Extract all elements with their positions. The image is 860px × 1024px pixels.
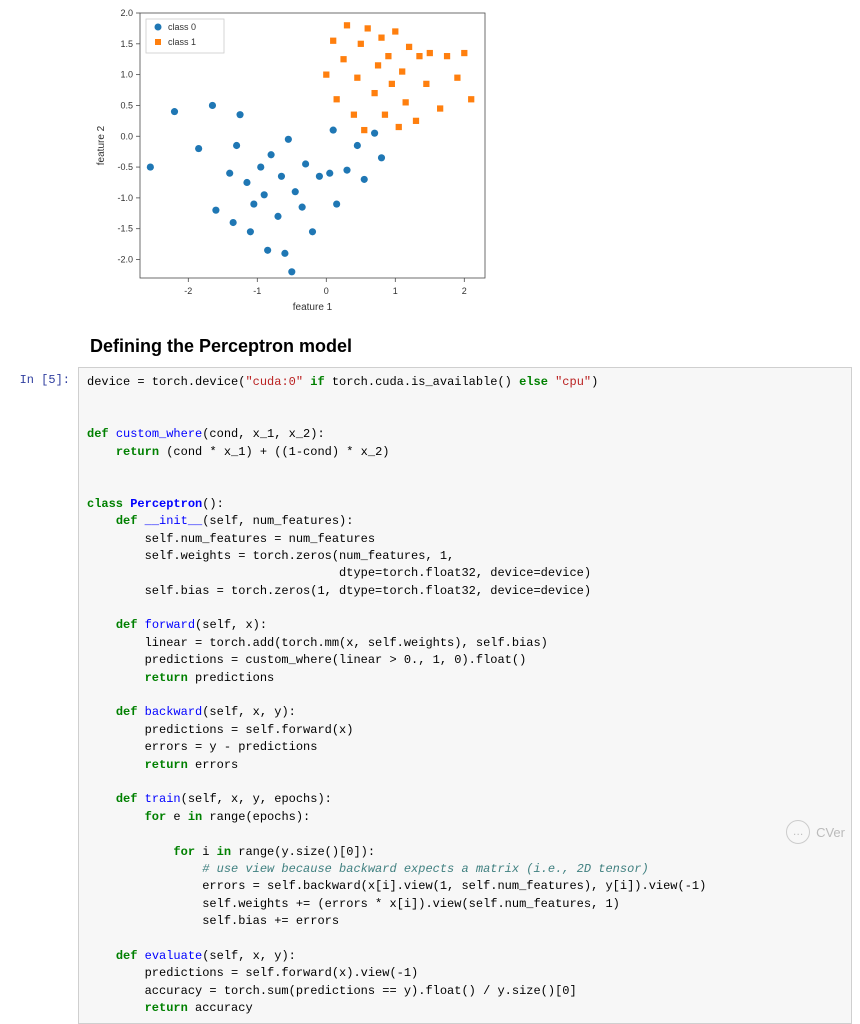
- svg-text:2: 2: [462, 286, 467, 296]
- svg-text:-1.0: -1.0: [117, 193, 133, 203]
- svg-text:feature 1: feature 1: [293, 302, 333, 313]
- svg-text:-2.0: -2.0: [117, 255, 133, 265]
- svg-text:class 0: class 0: [168, 22, 196, 32]
- chat-bubble-icon: …: [786, 820, 810, 844]
- svg-text:1.0: 1.0: [120, 70, 133, 80]
- svg-text:class 1: class 1: [168, 37, 196, 47]
- section-heading: Defining the Perceptron model: [90, 336, 860, 357]
- watermark-text: CVer: [816, 825, 845, 840]
- cell-prompt: In [5]:: [0, 367, 78, 387]
- svg-text:0.0: 0.0: [120, 131, 133, 141]
- svg-text:1: 1: [393, 286, 398, 296]
- scatter-chart: -2 -1 0 1 2 -2.0 -1.5 -1.0 -0.5 0.0 0.5 1.0 1.5 2.0 fe…: [90, 5, 860, 318]
- svg-text:0: 0: [324, 286, 329, 296]
- svg-text:0.5: 0.5: [120, 100, 133, 110]
- svg-text:-2: -2: [184, 286, 192, 296]
- svg-text:-1: -1: [253, 286, 261, 296]
- svg-text:2.0: 2.0: [120, 8, 133, 18]
- svg-text:-1.5: -1.5: [117, 224, 133, 234]
- svg-text:feature 2: feature 2: [96, 125, 107, 165]
- watermark: … CVer: [786, 820, 845, 844]
- scatter-svg: -2 -1 0 1 2 -2.0 -1.5 -1.0 -0.5 0.0 0.5 1.0 1.5 2.0 fe…: [90, 5, 493, 313]
- code-content: device = torch.device("cuda:0" if torch.…: [78, 367, 852, 1024]
- svg-text:1.5: 1.5: [120, 39, 133, 49]
- code-cell: In [5]: device = torch.device("cuda:0" i…: [0, 367, 852, 1024]
- svg-text:-0.5: -0.5: [117, 162, 133, 172]
